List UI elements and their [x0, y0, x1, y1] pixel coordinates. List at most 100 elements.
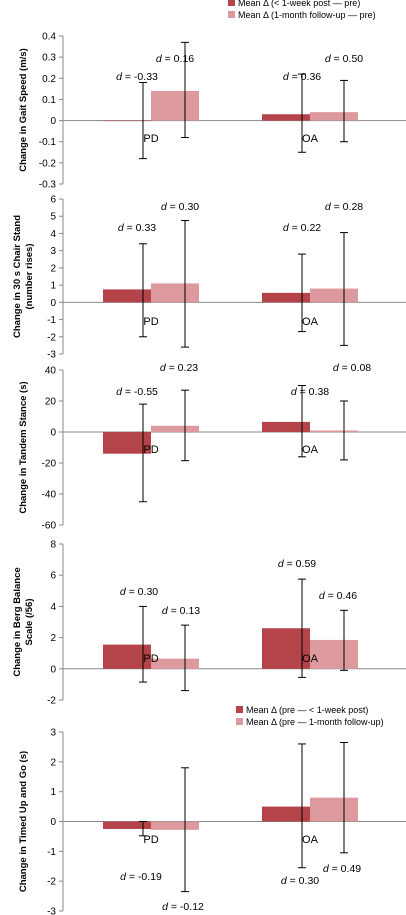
y-tick-label: 20	[45, 397, 57, 408]
legend: Mean Δ (< 1-week post — pre) Mean Δ (1-mo…	[228, 0, 376, 20]
y-tick-label: -2	[47, 332, 56, 343]
legend-swatch	[228, 0, 235, 6]
y-tick-label: -3	[47, 350, 56, 361]
bar	[310, 288, 358, 303]
effect-size-symbol: d	[333, 362, 340, 374]
panel-2: -3 -2 -1 0 1 2 3 4 5 6 Change in 30 s Chair Stand(…	[12, 195, 406, 361]
panel-1: -0.3 -0.2 -0.1 0 0.1 0.2 0.3 0.4 Change in Gait …	[18, 0, 406, 191]
effect-size-value: = 0.22	[289, 222, 322, 234]
y-tick-label: -40	[42, 490, 57, 501]
legend-label: Mean Δ (pre — 1-month follow-up)	[246, 717, 384, 727]
bar	[262, 114, 310, 121]
y-tick-label: 0	[50, 664, 56, 675]
y-tick-label: 2	[50, 757, 56, 768]
effect-size-symbol: d	[160, 362, 167, 374]
y-tick-label: 4	[50, 602, 56, 613]
effect-size-symbol: d	[325, 53, 332, 65]
effect-size-label: d = -0.55	[116, 386, 158, 398]
y-axis-title-line: Change in Gait Speed (m/s)	[18, 48, 29, 172]
legend-label: Mean Δ (pre — < 1-week post)	[246, 705, 368, 715]
bar	[310, 112, 358, 121]
bar	[103, 289, 151, 303]
effect-size-value: = 0.30	[287, 875, 320, 887]
y-tick-label: 0	[50, 298, 56, 309]
y-tick-label: 0.1	[42, 95, 56, 106]
y-tick-label: -20	[42, 459, 57, 470]
y-tick-label: 2	[50, 633, 56, 644]
effect-size-value: = 0.49	[329, 863, 362, 875]
category-label: OA	[302, 653, 319, 665]
panel-3: -60 -40 -20 0 20 40 Change in Tandem Stance (s…	[18, 362, 406, 532]
y-tick-label: -60	[42, 521, 57, 532]
effect-size-value: = 0.46	[325, 590, 358, 602]
bar	[151, 283, 199, 303]
effect-size-symbol: d	[281, 875, 288, 887]
effect-size-value: = -0.55	[122, 386, 158, 398]
effect-size-symbol: d	[162, 605, 169, 617]
effect-size-label: d = 0.50	[325, 53, 363, 65]
effect-size-label: d = 0.16	[156, 53, 194, 65]
effect-size-symbol: d	[118, 222, 125, 234]
effect-size-value: = 0.30	[167, 201, 200, 213]
effect-size-label: d = 0.30	[161, 201, 199, 213]
effect-size-value: = 0.30	[126, 586, 159, 598]
effect-size-value: = 0.50	[331, 53, 364, 65]
category-label: PD	[143, 133, 158, 145]
effect-size-symbol: d	[278, 558, 285, 570]
legend: Mean Δ (pre — < 1-week post) Mean Δ (pre …	[236, 705, 384, 727]
y-tick-label: -2	[47, 877, 56, 888]
y-tick-label: 1	[50, 281, 56, 292]
y-tick-label: -0.1	[39, 137, 57, 148]
bar	[103, 432, 151, 454]
effect-size-value: = -0.19	[126, 871, 162, 883]
category-label: PD	[143, 653, 158, 665]
effect-size-symbol: d	[162, 901, 169, 913]
bar	[151, 658, 199, 669]
bar	[103, 821, 151, 829]
bar	[310, 430, 358, 432]
bar	[151, 821, 199, 830]
effect-size-label: d = 0.08	[333, 362, 371, 374]
y-tick-label: 0	[50, 817, 56, 828]
effect-size-label: d = 0.36	[283, 71, 321, 83]
y-axis-title-line: (number rises)	[24, 244, 35, 310]
effect-size-symbol: d	[116, 386, 123, 398]
y-tick-label: 40	[45, 366, 57, 377]
category-label: OA	[302, 316, 319, 328]
y-tick-label: 0.2	[42, 74, 56, 85]
effect-size-label: d = 0.30	[281, 875, 319, 887]
effect-size-symbol: d	[120, 586, 127, 598]
effect-size-label: d = 0.38	[291, 386, 329, 398]
y-tick-label: -3	[47, 907, 56, 915]
legend-swatch	[236, 718, 243, 725]
effect-size-value: = 0.33	[124, 222, 157, 234]
y-tick-label: 0	[50, 116, 56, 127]
category-label: OA	[302, 133, 319, 145]
panel-5: -3 -2 -1 0 1 2 3 Change in Timed Up and Go (s) d…	[18, 705, 406, 915]
y-tick-label: 3	[50, 728, 56, 739]
effect-size-value: = 0.13	[168, 605, 201, 617]
category-label: PD	[143, 316, 158, 328]
effect-size-symbol: d	[116, 71, 123, 83]
y-tick-label: 0.3	[42, 53, 56, 64]
effect-size-value: = 0.59	[284, 558, 317, 570]
effect-size-symbol: d	[283, 222, 290, 234]
y-tick-label: 0.4	[42, 32, 56, 43]
effect-size-symbol: d	[161, 201, 168, 213]
effect-size-label: d = 0.46	[319, 590, 357, 602]
effect-size-symbol: d	[323, 863, 330, 875]
y-axis-title-line: Change in Berg Balance	[12, 567, 23, 676]
bar	[151, 425, 199, 432]
bar	[310, 797, 358, 822]
effect-size-label: d = -0.12	[162, 901, 204, 913]
category-label: OA	[302, 834, 319, 846]
effect-size-value: = 0.08	[339, 362, 372, 374]
y-tick-label: 5	[50, 212, 56, 223]
effect-size-symbol: d	[120, 871, 127, 883]
category-label: PD	[143, 444, 158, 456]
effect-size-symbol: d	[283, 71, 290, 83]
y-axis-title-line: Change in 30 s Chair Stand	[12, 215, 23, 338]
legend-label: Mean Δ (1-month follow-up — pre)	[238, 10, 376, 20]
effect-size-symbol: d	[319, 590, 326, 602]
panel-4: -2 0 2 4 6 8 Change in Berg BalanceScale (/56)…	[12, 540, 406, 707]
